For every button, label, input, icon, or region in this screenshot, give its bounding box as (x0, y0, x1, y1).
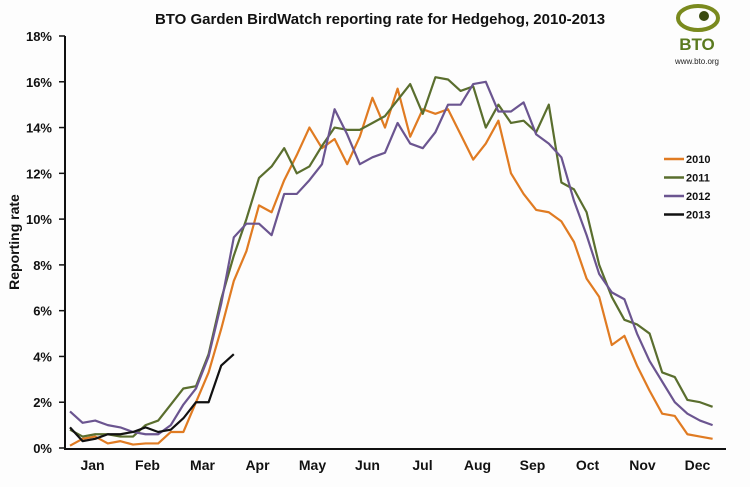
legend-label: 2013 (686, 210, 710, 222)
series-line-2011 (69, 76, 713, 438)
bto-logo: BTO www.bto.org (674, 4, 720, 66)
x-tick-label: Jun (355, 457, 380, 473)
logo-url: www.bto.org (674, 57, 719, 66)
x-tick-label: Jul (412, 457, 432, 473)
bird-eye-logo-icon (676, 4, 720, 32)
series-line-2012 (69, 80, 713, 436)
y-tick-label: 16% (26, 75, 52, 90)
x-tick-label: Sep (520, 457, 546, 473)
y-tick-label: 10% (26, 212, 52, 227)
y-tick-label: 18% (26, 29, 52, 44)
x-tick-label: Jan (80, 457, 104, 473)
x-tick-label: Apr (245, 457, 270, 473)
bird-icon (699, 11, 709, 21)
x-tick-label: May (299, 457, 326, 473)
y-tick-label: 0% (33, 441, 52, 456)
legend-label: 2010 (686, 154, 710, 166)
series-line-2013 (69, 353, 235, 443)
chart-title: BTO Garden BirdWatch reporting rate for … (155, 11, 605, 28)
series-line-2010 (69, 87, 713, 447)
y-axis-label: Reporting rate (6, 194, 22, 290)
x-tick-label: Feb (135, 457, 160, 473)
y-tick-label: 2% (33, 395, 52, 410)
y-tick-label: 8% (33, 258, 52, 273)
x-tick-label: Dec (685, 457, 711, 473)
y-tick-label: 12% (26, 166, 52, 181)
y-tick-label: 6% (33, 304, 52, 319)
logo-text: BTO (679, 35, 715, 54)
x-tick-label: Aug (464, 457, 491, 473)
y-tick-label: 4% (33, 349, 52, 364)
legend-label: 2011 (686, 173, 710, 185)
legend-label: 2012 (686, 191, 710, 203)
x-tick-label: Oct (576, 457, 600, 473)
y-tick-label: 14% (26, 121, 52, 136)
x-tick-label: Mar (190, 457, 215, 473)
x-tick-label: Nov (629, 457, 656, 473)
